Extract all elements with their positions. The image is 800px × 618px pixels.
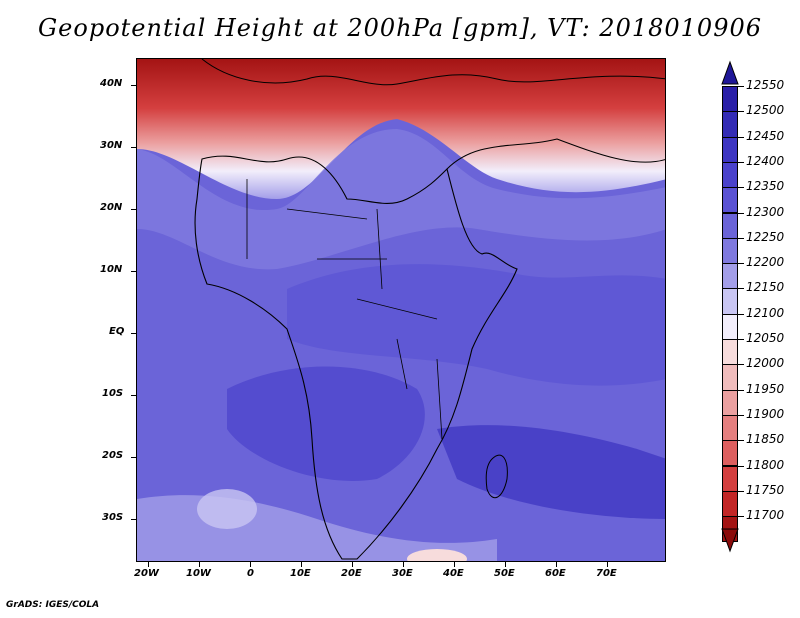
map-title: Geopotential Height at 200hPa [gpm], VT:…: [38, 14, 762, 42]
colorbar-level-label: 12500: [746, 103, 785, 118]
lat-label-10s: 10S: [102, 388, 124, 399]
colorbar-segment: [722, 465, 738, 492]
country-borders: [246, 179, 443, 440]
colorbar-segment: [722, 86, 738, 113]
colorbar-segment: [722, 136, 738, 163]
colorbar-segment: [722, 161, 738, 189]
colorbar-segment: [722, 237, 738, 265]
lon-label-40e: 40E: [443, 568, 464, 579]
colorbar-level-label: 12150: [746, 280, 785, 295]
colorbar-top-arrow: [721, 60, 739, 85]
asia-coastline: [446, 138, 665, 170]
colorbar-bottom-arrow: [721, 528, 739, 553]
madagascar-outline: [485, 454, 508, 499]
colorbar-level-label: 12050: [746, 331, 785, 345]
colorbar-level-label: 12550: [746, 78, 785, 92]
colorbar-level-label: 11800: [746, 457, 785, 472]
lat-label-20n: 20N: [100, 202, 123, 213]
colorbar-level-label: 11950: [746, 381, 785, 396]
low-heights-north: [137, 59, 665, 199]
lon-label-50e: 50E: [494, 568, 515, 579]
colorbar-level-label: 12300: [746, 204, 785, 219]
europe-coastline: [201, 59, 665, 86]
lat-label-40n: 40N: [100, 78, 123, 89]
colorbar-segment: [722, 364, 738, 391]
colorbar-level-label: 11900: [746, 406, 785, 421]
colorbar-segment: [722, 288, 738, 315]
africa-coastline: [194, 155, 518, 560]
lat-label-20s: 20S: [102, 450, 124, 461]
colorbar-level-label: 12400: [746, 153, 785, 168]
colorbar-segment: [722, 490, 738, 518]
lon-label-30e: 30E: [392, 568, 413, 579]
colorbar-segment: [722, 212, 738, 239]
lon-label-60e: 60E: [545, 568, 566, 579]
colorbar-level-label: 12250: [746, 229, 785, 244]
lat-label-eq: EQ: [109, 326, 125, 337]
lon-label-70e: 70E: [596, 568, 617, 579]
lon-label-10w: 10W: [186, 568, 211, 579]
lat-label-10n: 10N: [100, 264, 123, 275]
colorbar-segment: [722, 263, 738, 290]
colorbar-level-label: 11850: [746, 432, 785, 447]
grads-credit: GrADS: IGES/COLA: [6, 600, 100, 610]
colorbar-level-label: 11700: [746, 508, 785, 523]
lon-label-20w: 20W: [134, 568, 159, 579]
colorbar-segment: [722, 313, 738, 340]
colorbar-level-label: 11750: [746, 482, 785, 497]
geopotential-field: [137, 59, 665, 561]
colorbar-segment: [722, 339, 738, 366]
lat-label-30n: 30N: [100, 140, 123, 151]
lat-label-30s: 30S: [102, 512, 124, 523]
colorbar-segment: [722, 389, 738, 416]
colorbar-segment: [722, 414, 738, 442]
colorbar-segment: [722, 111, 738, 138]
colorbar-level-label: 12100: [746, 305, 785, 320]
colorbar-level-label: 12200: [746, 255, 785, 270]
lon-label-10e: 10E: [290, 568, 311, 579]
colorbar-segment: [722, 187, 738, 214]
colorbar-segment: [722, 440, 738, 467]
lon-label-0: 0: [247, 568, 254, 579]
colorbar-level-label: 12000: [746, 356, 785, 371]
lon-label-20e: 20E: [341, 568, 362, 579]
colorbar-level-label: 12350: [746, 179, 785, 194]
colorbar-level-label: 12450: [746, 128, 785, 143]
map-panel: [136, 58, 666, 562]
